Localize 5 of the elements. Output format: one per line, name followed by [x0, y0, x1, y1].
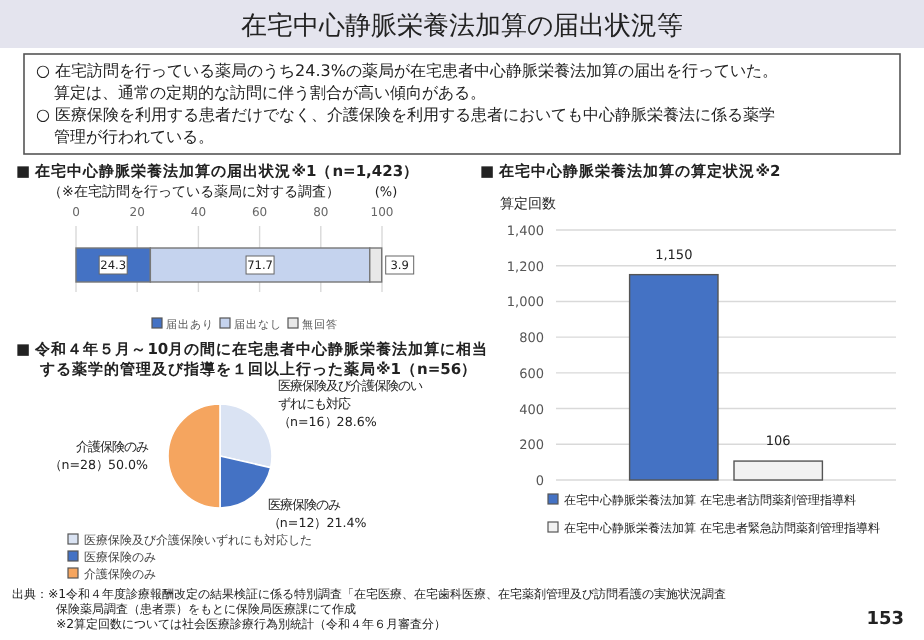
text: ○ 医療保険を利用する患者だけでなく、介護保険を利用する患者においても中心静脈栄養法に係る薬学管理が行われている。 — [36, 106, 776, 146]
text: 在宅中心静脈栄養法加算の届出状況等 — [241, 10, 683, 42]
text: ○ 在宅訪問を行っている薬局のうち24.3%の薬局が在宅患者中心静脈栄養法加算の届出を行っていた。 — [36, 62, 778, 80]
text: 算定は、通常の定期的な訪問に伴う割合が高い傾向がある。 — [54, 84, 486, 102]
text: 153 — [866, 610, 904, 630]
